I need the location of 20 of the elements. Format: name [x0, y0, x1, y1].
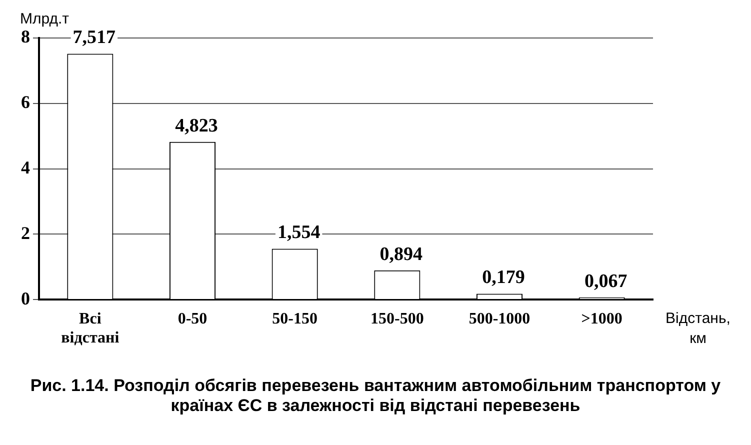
- y-axis-title: Млрд.т: [20, 10, 70, 28]
- data-label: 1,554: [277, 222, 321, 244]
- x-tick-label: 0-50: [178, 310, 208, 328]
- data-label: 0,179: [482, 267, 525, 288]
- data-label: 0,067: [584, 270, 628, 292]
- x-tick-label: 50-150: [272, 310, 318, 328]
- y-tick-label: 8: [21, 26, 30, 47]
- data-label: 7,517: [72, 27, 116, 48]
- x-tick-label: 500-1000: [468, 310, 530, 328]
- y-tick-label: 6: [21, 92, 30, 112]
- x-tick-label: >1000: [581, 310, 622, 328]
- y-tick-label: 0: [21, 288, 30, 308]
- y-tick-label: 4: [21, 157, 30, 178]
- data-label: 4,823: [175, 115, 218, 136]
- y-tick-label: 2: [21, 222, 30, 243]
- x-axis-title: Відстань, км: [666, 310, 730, 348]
- x-tick-label: 150-500: [370, 310, 424, 328]
- text: Рис. 1.14. Розподіл обсягів перевезень вантажним автомобільним транспортом у країнах ЄС в залежності від відстані перевезень: [29, 376, 722, 416]
- x-tick-label: Всі відстані: [61, 310, 120, 347]
- data-label: 0,894: [380, 244, 424, 265]
